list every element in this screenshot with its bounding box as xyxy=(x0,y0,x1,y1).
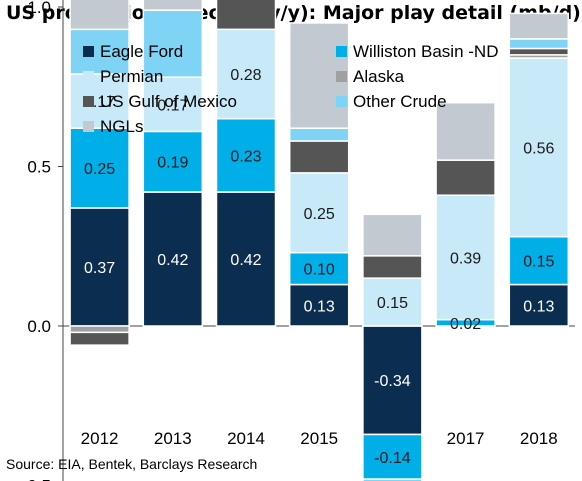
legend-swatch xyxy=(83,46,94,57)
bar-segment xyxy=(69,331,130,346)
x-tick-label: 2018 xyxy=(520,429,558,448)
data-label: 0.39 xyxy=(450,250,481,267)
data-label: 0.17 xyxy=(157,97,188,114)
data-label: 0.37 xyxy=(84,260,115,277)
legend-swatch xyxy=(83,71,94,82)
bar-segment xyxy=(288,127,350,142)
bar-segment xyxy=(215,191,277,327)
legend-label: US Gulf of Mexico xyxy=(100,92,237,111)
bar-segment xyxy=(508,47,570,56)
bar-segment xyxy=(362,433,423,480)
y-tick-label: 0.5 xyxy=(27,158,51,177)
bar-segment xyxy=(69,73,130,129)
bar-segment xyxy=(362,325,423,436)
bar-segment xyxy=(362,277,423,327)
data-label: 0.02 xyxy=(450,316,481,333)
bar-segment xyxy=(435,159,496,196)
bar-segment xyxy=(142,191,204,327)
bar-segment xyxy=(435,194,496,321)
source-note: Source: EIA, Bentek, Barclays Research xyxy=(6,456,258,472)
bar-segment xyxy=(508,38,570,50)
data-label: -0.14 xyxy=(374,450,411,467)
y-tick-label: 0.0 xyxy=(27,317,51,336)
data-label: 0.25 xyxy=(304,206,335,223)
legend: Eagle Ford Williston Basin -ND Permian Alas… xyxy=(83,42,498,136)
bars-layer xyxy=(69,0,570,481)
x-tick-label: 2013 xyxy=(154,429,192,448)
data-label: 0.10 xyxy=(304,262,335,279)
bar-segment xyxy=(435,101,496,161)
bar-segment xyxy=(69,325,130,334)
legend-swatch xyxy=(336,71,347,82)
bar-segment xyxy=(508,235,570,286)
legend-label: Eagle Ford xyxy=(100,42,183,61)
data-label: 0.56 xyxy=(523,140,554,157)
data-label: -0.34 xyxy=(374,373,411,390)
data-label: 0.13 xyxy=(304,298,335,315)
bar-segment xyxy=(215,117,277,193)
bar-segment xyxy=(69,207,130,327)
data-label: 0.23 xyxy=(230,148,261,165)
legend-label: Williston Basin -ND xyxy=(353,42,498,61)
bar-segment xyxy=(508,12,570,40)
legend-swatch xyxy=(83,121,94,132)
legend-swatch xyxy=(83,96,94,107)
bar-segment xyxy=(142,0,204,11)
y-tick-label: -0.5 xyxy=(22,477,51,481)
bar-segment xyxy=(362,213,423,257)
bar-segment xyxy=(142,9,204,78)
bar-segment xyxy=(288,140,350,174)
bar-segment xyxy=(362,478,423,481)
legend-label: Alaska xyxy=(353,67,405,86)
data-label: 0.13 xyxy=(523,298,554,315)
legend-swatch xyxy=(336,46,347,57)
bar-segment xyxy=(69,127,130,209)
data-label: 0.28 xyxy=(230,67,261,84)
x-tick-label: 2014 xyxy=(227,429,265,448)
data-label: 0.42 xyxy=(157,252,188,269)
x-tick-label: 2015 xyxy=(300,429,338,448)
y-tick-label: 1.0 xyxy=(27,0,51,17)
legend-label: NGLs xyxy=(100,117,143,136)
bar-segment xyxy=(215,28,277,120)
data-label: 0.15 xyxy=(523,254,554,271)
x-tick-label: 2017 xyxy=(447,429,485,448)
x-tick-label: 2012 xyxy=(81,429,119,448)
legend-label: Other Crude xyxy=(353,92,447,111)
legend-label: Permian xyxy=(100,67,163,86)
data-label: 0.19 xyxy=(157,155,188,172)
legend-swatch xyxy=(336,96,347,107)
data-label: 0.25 xyxy=(84,161,115,178)
bar-segment xyxy=(288,172,350,254)
bar-segment xyxy=(142,130,204,193)
bar-segment xyxy=(69,0,130,31)
data-label: 0.15 xyxy=(377,295,408,312)
data-label: 0.42 xyxy=(230,252,261,269)
bar-segment xyxy=(362,255,423,279)
bar-segment xyxy=(215,0,277,31)
